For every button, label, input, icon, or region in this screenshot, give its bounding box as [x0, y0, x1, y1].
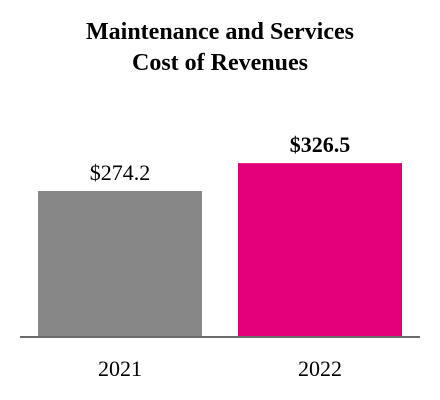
bar-2022 — [238, 163, 402, 337]
value-label-2022: $326.5 — [290, 132, 351, 157]
chart-title-line-1: Maintenance and Services — [86, 19, 354, 45]
x-tick-label-2021: 2021 — [98, 356, 142, 381]
bar-2021 — [38, 191, 202, 337]
chart-title-line-2: Cost of Revenues — [132, 50, 308, 76]
value-label-2021: $274.2 — [90, 160, 151, 185]
x-tick-label-2022: 2022 — [298, 356, 342, 381]
